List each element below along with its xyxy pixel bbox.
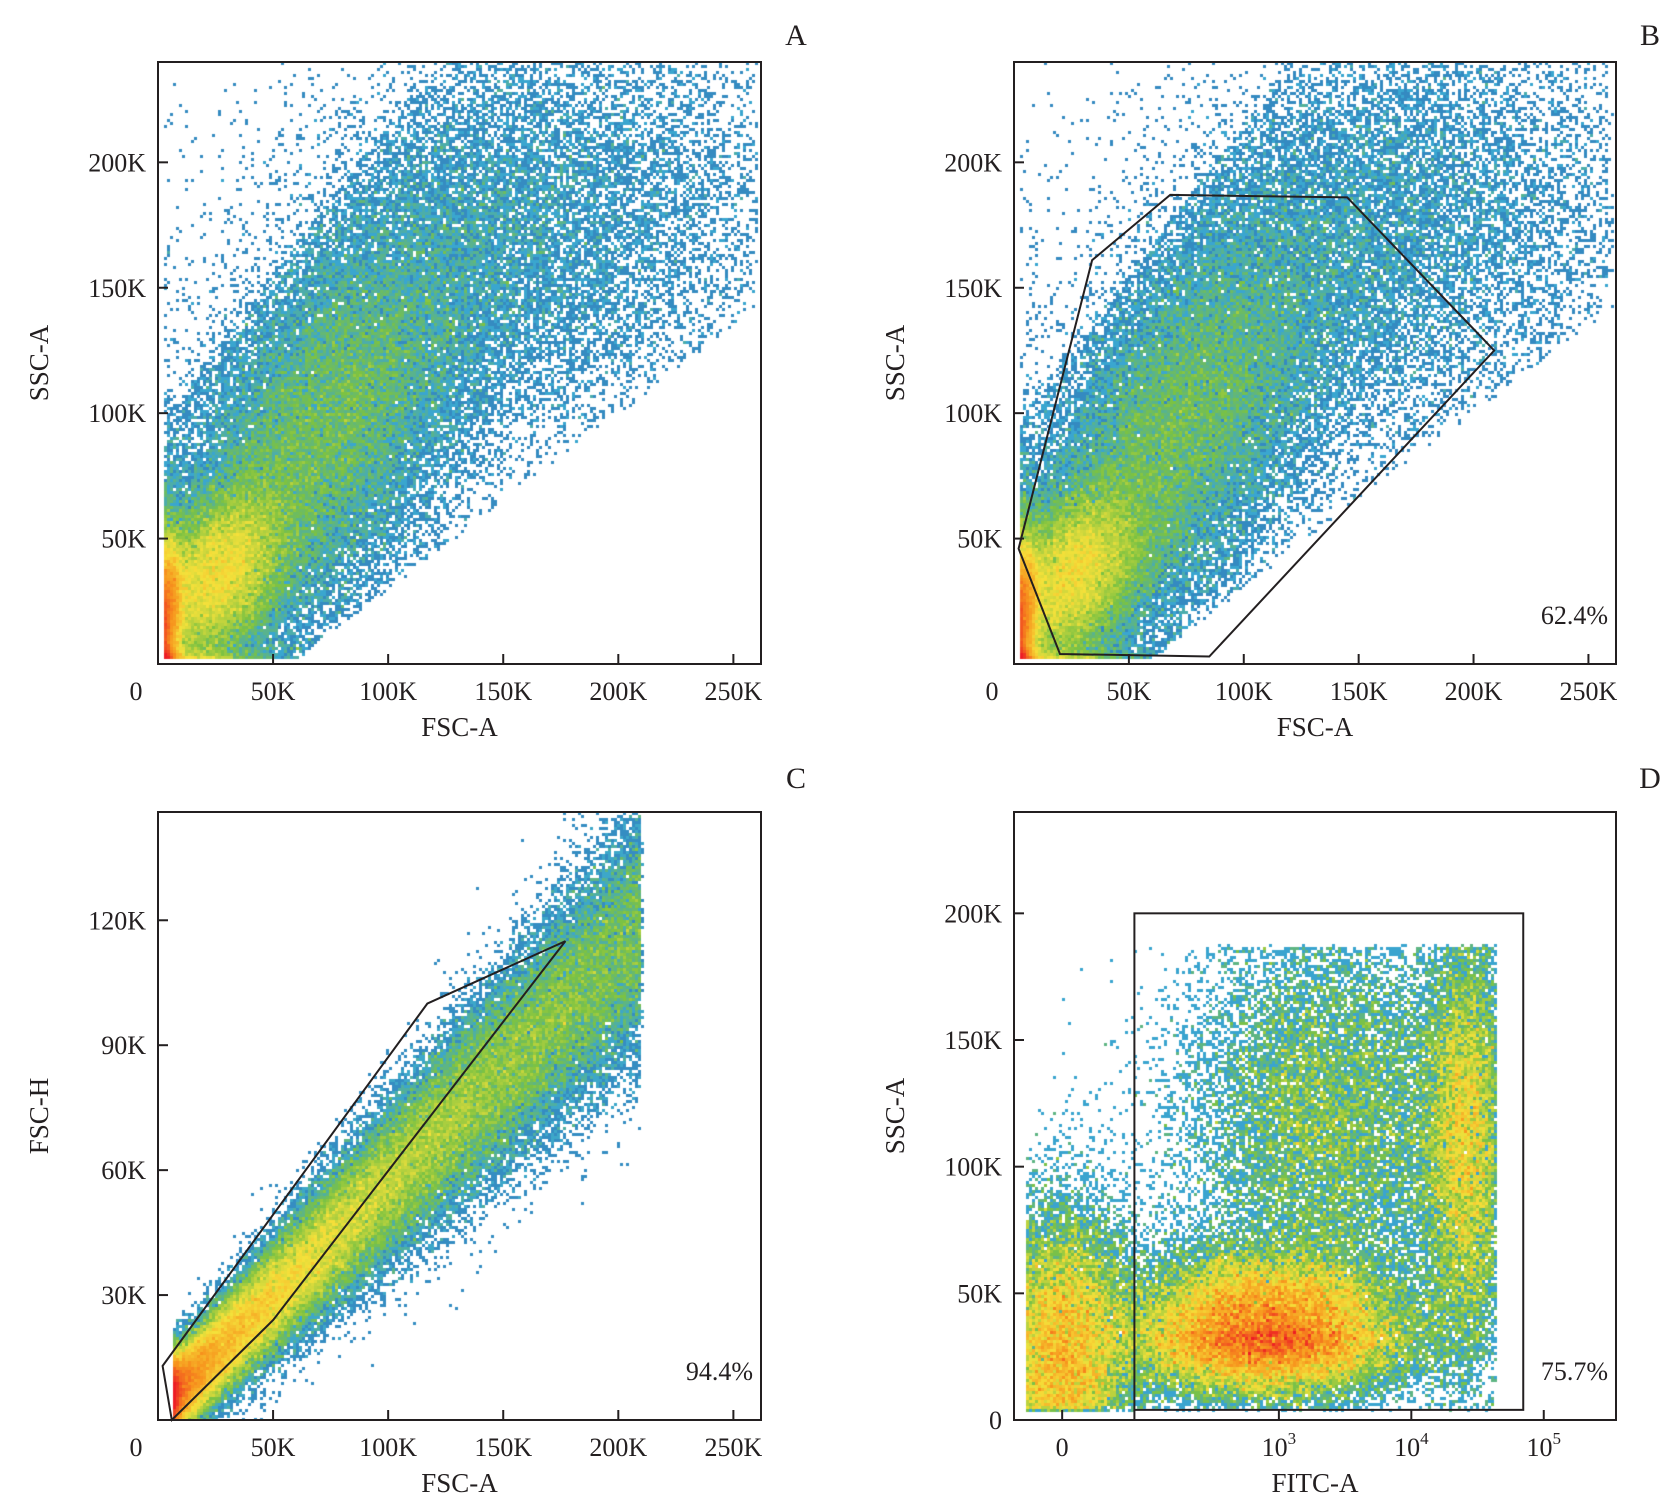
x-tick-label: 50K <box>251 677 296 706</box>
y-tick-label: 50K <box>101 525 146 554</box>
x-tick-label: 150K <box>474 677 532 706</box>
y-tick-label: 150K <box>88 274 146 303</box>
y-tick-label: 120K <box>88 906 146 935</box>
y-axis-label: SSC-A <box>24 324 54 401</box>
y-tick-label: 30K <box>101 1281 146 1310</box>
y-axis-label: SSC-A <box>880 1077 910 1154</box>
gate-rectangle[interactable] <box>1133 912 1525 1411</box>
x-tick-label: 103 <box>1262 1429 1297 1462</box>
x-origin-label: 0 <box>130 1433 143 1462</box>
x-tick-label: 50K <box>1106 677 1151 706</box>
gate-polygon[interactable] <box>161 940 567 1423</box>
x-tick-label: 104 <box>1394 1429 1429 1462</box>
gate-percentage: 75.7% <box>1541 1357 1608 1386</box>
y-tick-label: 100K <box>944 399 1002 428</box>
y-axis-ticks: 0 50K 100K 150K 200K <box>944 899 1024 1435</box>
y-axis-ticks: 50K 100K 150K 200K <box>944 148 1024 554</box>
density-plot-a <box>158 62 761 664</box>
axes-d: 0 103 104 105 0 50K 100K 150K 200K FITC-A SSC-A D 75… <box>880 762 1661 1498</box>
x-axis-label: FITC-A <box>1272 1468 1360 1498</box>
density-plot-b <box>1014 62 1616 664</box>
x-origin-label: 0 <box>986 677 999 706</box>
x-axis-ticks: 50K 100K 150K 200K 250K <box>1106 654 1618 706</box>
axes-b: 50K 100K 150K 200K 250K 0 50K 100K 150K 200K FSC-A… <box>880 19 1660 742</box>
panel-b: 50K 100K 150K 200K 250K 0 50K 100K 150K 200K FSC-A… <box>839 0 1678 750</box>
x-tick-label: 200K <box>589 1433 647 1462</box>
x-axis-ticks: 50K 100K 150K 200K 250K <box>251 1410 762 1462</box>
plot-frame <box>1013 811 1617 1421</box>
panel-d: 0 103 104 105 0 50K 100K 150K 200K FITC-A SSC-A D 75… <box>839 750 1678 1500</box>
y-tick-label: 100K <box>88 399 146 428</box>
x-axis-ticks: 50K 100K 150K 200K 250K <box>251 654 762 706</box>
gate-polygon[interactable] <box>1017 193 1496 658</box>
y-tick-label: 200K <box>944 899 1002 928</box>
x-tick-label-exponent: 5 <box>1553 1429 1562 1448</box>
x-tick-label: 250K <box>704 1433 762 1462</box>
axes-c: 50K 100K 150K 200K 250K 0 30K 60K 90K 120K FSC-A FS… <box>24 762 806 1498</box>
x-tick-label: 0 <box>1056 1433 1069 1462</box>
y-tick-label: 60K <box>101 1156 146 1185</box>
plot-frame <box>157 811 762 1421</box>
x-tick-label: 250K <box>1560 677 1618 706</box>
gate-percentage: 62.4% <box>1541 601 1608 630</box>
y-tick-label: 50K <box>957 525 1002 554</box>
y-tick-label: 150K <box>944 274 1002 303</box>
x-axis-label: FSC-A <box>1277 712 1354 742</box>
x-tick-label: 100K <box>1215 677 1273 706</box>
y-axis-label: FSC-H <box>24 1078 54 1155</box>
x-tick-label: 150K <box>1330 677 1388 706</box>
y-tick-label: 150K <box>944 1026 1002 1055</box>
panel-label: B <box>1640 19 1660 52</box>
y-axis-ticks: 50K 100K 150K 200K <box>88 148 168 554</box>
y-tick-label: 90K <box>101 1031 146 1060</box>
panel-c: 50K 100K 150K 200K 250K 0 30K 60K 90K 120K FSC-A FS… <box>0 750 839 1500</box>
gate-percentage: 94.4% <box>686 1357 753 1386</box>
x-tick-label: 150K <box>474 1433 532 1462</box>
x-axis-label: FSC-A <box>421 712 498 742</box>
axes-a: 50K 100K 150K 200K 250K 0 50K 100K 150K 200K FSC-A… <box>24 19 807 742</box>
panel-a: 50K 100K 150K 200K 250K 0 50K 100K 150K 200K FSC-A… <box>0 0 839 750</box>
x-tick-label: 100K <box>359 1433 417 1462</box>
x-tick-label: 200K <box>589 677 647 706</box>
density-plot-c <box>158 812 761 1420</box>
plot-frame <box>1013 61 1617 665</box>
x-axis-label: FSC-A <box>421 1468 498 1498</box>
x-axis-ticks: 0 103 104 105 <box>1056 1410 1561 1462</box>
x-origin-label: 0 <box>130 677 143 706</box>
x-tick-label: 50K <box>251 1433 296 1462</box>
panel-label: C <box>786 762 806 795</box>
plot-frame <box>157 61 762 665</box>
y-tick-label: 50K <box>957 1279 1002 1308</box>
y-tick-label: 200K <box>944 148 1002 177</box>
x-tick-label: 250K <box>704 677 762 706</box>
y-axis-label: SSC-A <box>880 324 910 401</box>
y-tick-label: 200K <box>88 148 146 177</box>
panel-label: A <box>785 19 807 52</box>
y-axis-ticks: 30K 60K 90K 120K <box>88 906 168 1310</box>
x-tick-label-exponent: 3 <box>1288 1429 1297 1448</box>
y-tick-label: 100K <box>944 1153 1002 1182</box>
x-tick-label: 100K <box>359 677 417 706</box>
y-tick-label: 0 <box>989 1406 1002 1435</box>
panel-label: D <box>1639 762 1661 795</box>
x-tick-label: 105 <box>1527 1429 1562 1462</box>
x-tick-label: 200K <box>1445 677 1503 706</box>
x-tick-label-exponent: 4 <box>1420 1429 1429 1448</box>
